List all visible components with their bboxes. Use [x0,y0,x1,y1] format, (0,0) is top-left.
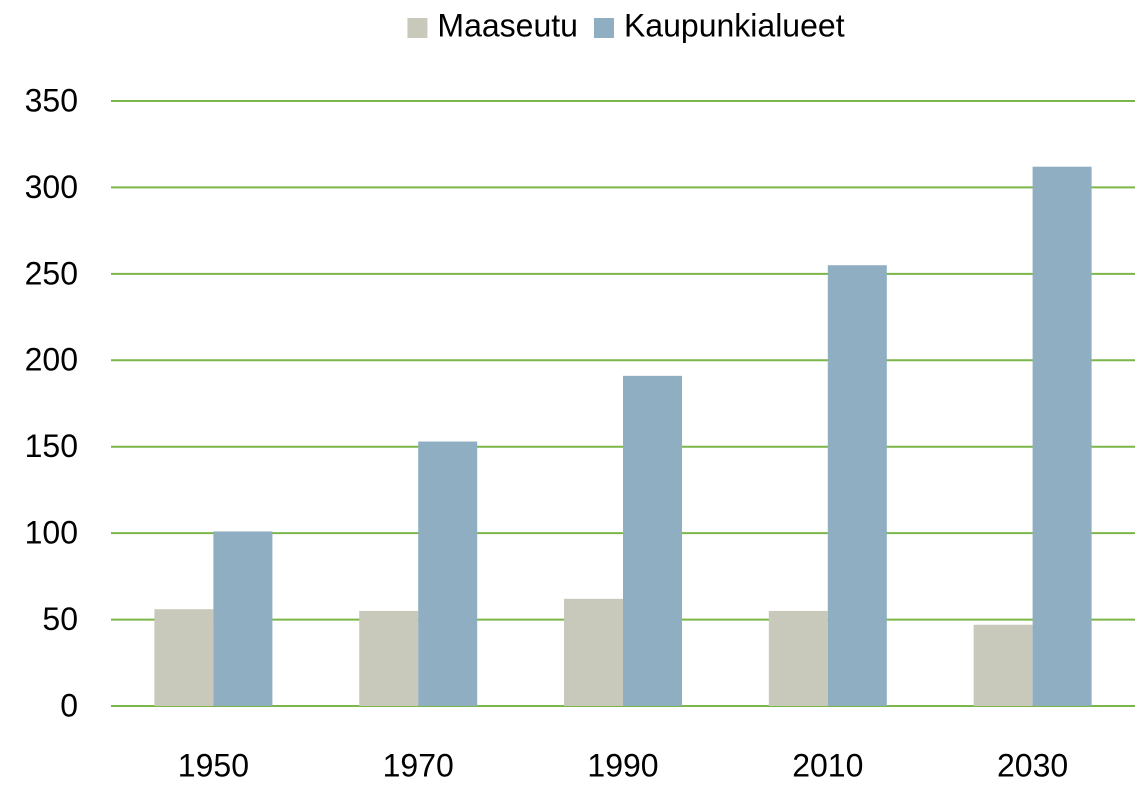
bar [769,611,828,706]
bar [154,609,213,706]
legend-swatch [407,18,427,38]
y-tick-label: 350 [25,82,78,118]
y-tick-label: 0 [60,687,78,723]
bar [213,531,272,706]
bar [418,442,477,706]
x-tick-label: 2010 [792,747,863,783]
legend-swatch [594,18,614,38]
x-tick-label: 1950 [178,747,249,783]
legend-label: Maaseutu [437,7,578,43]
bar [828,265,887,706]
y-tick-label: 100 [25,515,78,551]
x-tick-label: 1970 [383,747,454,783]
legend-label: Kaupunkialueet [624,7,845,43]
bar [359,611,418,706]
y-tick-label: 300 [25,169,78,205]
y-tick-label: 50 [42,601,78,637]
chart: 0 50 100 150 200 250 300 350 1950 1970 1990 2010 203… [0,0,1135,785]
x-tick-label: 2030 [997,747,1068,783]
bar [564,599,623,706]
y-tick-label: 150 [25,428,78,464]
x-tick-label: 1990 [587,747,658,783]
y-tick-label: 250 [25,255,78,291]
y-tick-label: 200 [25,342,78,378]
bar [623,376,682,706]
bar [974,625,1033,706]
bar [1033,167,1092,706]
